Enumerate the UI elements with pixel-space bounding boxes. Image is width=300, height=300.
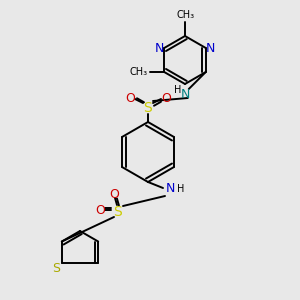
Text: O: O: [109, 188, 119, 200]
Text: O: O: [95, 203, 105, 217]
Text: CH₃: CH₃: [177, 10, 195, 20]
Text: S: S: [144, 101, 152, 115]
Text: S: S: [114, 205, 122, 219]
Text: N: N: [206, 41, 215, 55]
Text: N: N: [154, 41, 164, 55]
Text: N: N: [165, 182, 175, 196]
Text: O: O: [161, 92, 171, 104]
Text: N: N: [181, 88, 190, 100]
Text: CH₃: CH₃: [129, 67, 147, 77]
Text: H: H: [174, 85, 182, 95]
Text: S: S: [52, 262, 60, 275]
Text: H: H: [177, 184, 185, 194]
Text: O: O: [125, 92, 135, 104]
